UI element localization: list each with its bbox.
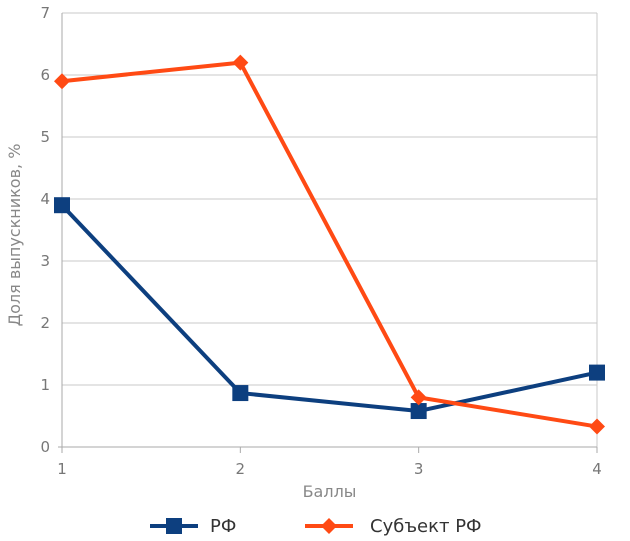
x-tick-label: 1 xyxy=(57,460,67,478)
y-tick-label: 2 xyxy=(40,314,50,332)
x-tick-label: 3 xyxy=(414,460,424,478)
data-point xyxy=(232,54,249,71)
legend-item-1: Субъект РФ xyxy=(305,516,482,537)
data-point xyxy=(232,385,249,402)
grid xyxy=(62,12,598,447)
data-point xyxy=(589,418,605,435)
series-line-1 xyxy=(61,60,598,429)
series-1 xyxy=(54,54,605,435)
data-point xyxy=(54,197,70,214)
series-line-0 xyxy=(60,203,598,414)
y-axis-title: Доля выпускников, % xyxy=(5,144,24,327)
data-point xyxy=(410,389,427,406)
y-tick-label: 6 xyxy=(40,66,50,84)
y-tick-label: 7 xyxy=(40,4,50,22)
y-tick-label: 3 xyxy=(40,252,50,270)
data-point xyxy=(589,364,605,381)
x-tick-label: 4 xyxy=(592,460,602,478)
x-axis-title: Баллы xyxy=(303,482,357,501)
y-tick-label: 4 xyxy=(40,190,50,208)
legend-label: РФ xyxy=(210,516,236,537)
data-point xyxy=(54,73,70,90)
x-tick-label: 2 xyxy=(236,460,246,478)
legend-label: Субъект РФ xyxy=(370,516,482,537)
series-layer xyxy=(54,54,605,435)
y-tick-label: 5 xyxy=(40,128,50,146)
legend: РФ Субъект РФ xyxy=(150,516,482,537)
legend-item-0: РФ xyxy=(150,516,236,537)
y-tick-label: 0 xyxy=(40,438,50,456)
legend-marker xyxy=(166,518,182,534)
y-tick-label: 1 xyxy=(40,376,50,394)
data-point xyxy=(410,403,427,420)
legend-marker xyxy=(321,518,337,534)
series-0 xyxy=(54,197,605,420)
